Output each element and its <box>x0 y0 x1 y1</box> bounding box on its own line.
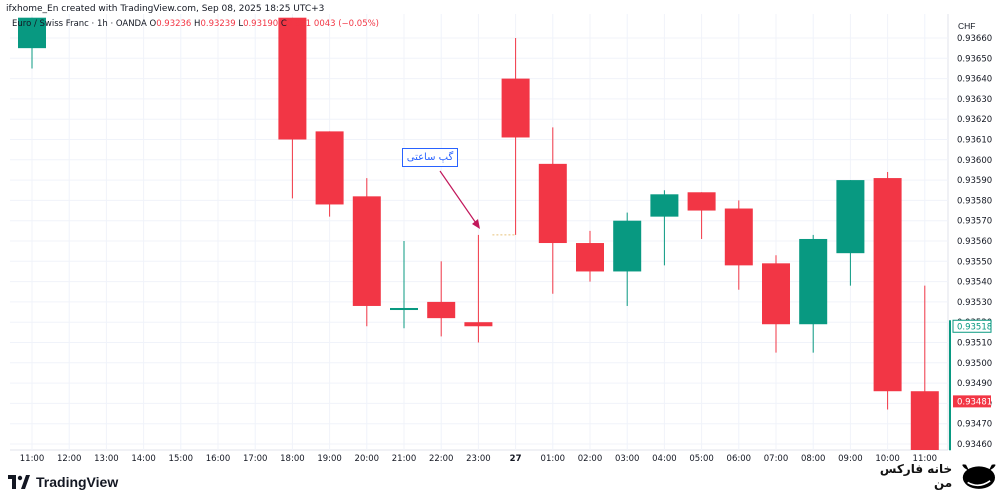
candle-body <box>390 307 418 311</box>
candle-body <box>576 243 604 272</box>
price-tick-label: 0.93580 <box>957 196 992 206</box>
time-tick-label: 27 <box>510 454 522 464</box>
candle-body <box>18 17 46 49</box>
candle-body <box>687 192 716 211</box>
time-tick-label: 20:00 <box>355 454 380 464</box>
time-tick-label: 10:00 <box>875 454 900 464</box>
candle-body <box>352 196 381 306</box>
price-tick-label: 0.93650 <box>957 54 992 64</box>
candle-body <box>464 322 493 327</box>
gap-annotation: گپ ساعتی <box>402 148 458 167</box>
price-tags: 0.93518 0.93481 <box>949 319 992 451</box>
price-tick-label: 0.93600 <box>957 156 992 166</box>
candle-body <box>724 208 753 266</box>
time-tick-label: 08:00 <box>801 454 826 464</box>
candle-body <box>278 17 307 140</box>
bull-logo-icon <box>962 464 996 489</box>
time-tick-label: 02:00 <box>578 454 603 464</box>
time-tick-label: 22:00 <box>429 454 454 464</box>
time-tick-label: 19:00 <box>317 454 342 464</box>
price-tick-label: 0.93610 <box>957 136 992 146</box>
price-tick-label: 0.93510 <box>957 339 992 349</box>
chart-grid <box>10 14 949 451</box>
candle-body <box>501 78 530 138</box>
time-tick-label: 09:00 <box>838 454 863 464</box>
time-tick-label: 01:00 <box>541 454 566 464</box>
candles <box>18 17 939 450</box>
tradingview-logo: TradingView <box>8 474 118 490</box>
low-value: 0.93190 <box>243 19 279 29</box>
current-price-label: 0.93518 <box>957 322 992 332</box>
close-value: 0.931 <box>286 19 312 29</box>
time-tick-label: 04:00 <box>652 454 677 464</box>
candle-body <box>315 131 344 205</box>
price-tick-label: 0.93560 <box>957 237 992 247</box>
candle-body <box>762 263 790 325</box>
price-tick-label: 0.93620 <box>957 115 992 125</box>
bid-price-tag <box>953 395 991 408</box>
time-tick-label: 16:00 <box>206 454 231 464</box>
time-tick-label: 07:00 <box>764 454 789 464</box>
price-tick-label: 0.93530 <box>957 298 992 308</box>
tradingview-logo-icon <box>8 475 30 489</box>
candle-body <box>799 238 828 325</box>
symbol-name[interactable]: Euro / Swiss Franc · 1h · OANDA <box>12 19 147 29</box>
time-tick-label: 03:00 <box>615 454 640 464</box>
price-axis[interactable]: 0.934600.934700.934800.934900.935000.935… <box>957 34 992 450</box>
candle-body <box>427 301 456 319</box>
time-tick-label: 11:00 <box>20 454 45 464</box>
time-tick-label: 14:00 <box>131 454 156 464</box>
price-tick-label: 0.93460 <box>957 440 992 450</box>
candle-body <box>538 163 567 244</box>
open-value: 0.93236 <box>156 19 192 29</box>
candle-body <box>650 194 679 217</box>
currency-label: CHF <box>958 21 976 31</box>
site-brand: خانه فارکس من <box>876 458 1000 494</box>
annotation-arrow <box>439 170 480 229</box>
current-price-tag <box>952 319 992 333</box>
price-tick-label: 0.93570 <box>957 217 992 227</box>
ohlc-legend: Euro / Swiss Franc · 1h · OANDA O0.93236… <box>12 19 379 29</box>
price-tick-label: 0.93470 <box>957 420 992 430</box>
bid-price-label: 0.93481 <box>957 397 992 407</box>
price-tick-label: 0.93630 <box>957 95 992 105</box>
price-tick-label: 0.93550 <box>957 257 992 267</box>
price-tick-label: 0.93640 <box>957 75 992 85</box>
time-tick-label: 11:00 <box>913 454 938 464</box>
candle-body <box>613 220 642 272</box>
price-tick-label: 0.93540 <box>957 278 992 288</box>
time-axis[interactable]: 11:00 12:00 13:00 14:00 15:00 16:00 17:00 18:00… <box>20 454 937 464</box>
price-tick-label: 0.93660 <box>957 34 992 44</box>
high-value: 0.93239 <box>200 19 236 29</box>
price-tick-label: 0.93500 <box>957 359 992 369</box>
tradingview-name: TradingView <box>36 474 119 490</box>
time-tick-label: 06:00 <box>727 454 752 464</box>
time-tick-label: 12:00 <box>57 454 82 464</box>
candle-body <box>910 391 939 450</box>
chart-header-title: ifxhome_En created with TradingView.com,… <box>6 4 325 14</box>
time-tick-label: 23:00 <box>466 454 491 464</box>
time-tick-label: 15:00 <box>169 454 194 464</box>
site-brand-name: خانه فارکس من <box>879 462 953 490</box>
time-tick-label: 13:00 <box>94 454 119 464</box>
price-tick-label: 0.93490 <box>957 379 992 389</box>
candle-body <box>836 180 865 254</box>
time-tick-label: 18:00 <box>280 454 305 464</box>
time-tick-label: 05:00 <box>689 454 714 464</box>
time-tick-label: 17:00 <box>243 454 268 464</box>
change-value: 0043 (−0.05%) <box>313 19 379 29</box>
candle-body <box>873 178 902 392</box>
time-tick-label: 21:00 <box>392 454 417 464</box>
price-tick-label: 0.93590 <box>957 176 992 186</box>
